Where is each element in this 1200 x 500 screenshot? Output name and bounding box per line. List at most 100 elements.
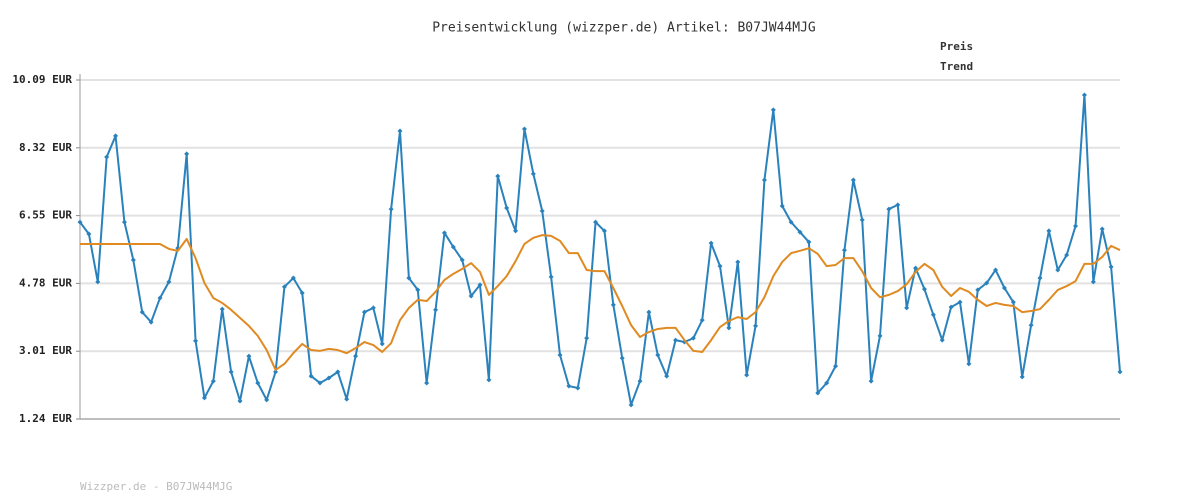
point-marker: [273, 369, 279, 375]
point-marker: [77, 219, 83, 225]
y-tick-label: 1.24 EUR: [19, 412, 72, 425]
point-marker: [361, 309, 367, 315]
point-marker: [859, 217, 865, 223]
point-marker: [664, 373, 670, 379]
point-marker: [566, 383, 572, 389]
point-marker: [637, 378, 643, 384]
point-marker: [619, 355, 625, 361]
y-tick-label: 10.09 EUR: [12, 73, 72, 86]
point-marker: [575, 385, 581, 391]
point-marker: [699, 317, 705, 323]
point-marker: [824, 380, 830, 386]
point-marker: [868, 378, 874, 384]
point-marker: [388, 206, 394, 212]
point-marker: [628, 402, 634, 408]
point-marker: [459, 257, 465, 263]
y-tick-label: 3.01 EUR: [19, 344, 72, 357]
y-tick-label: 8.32 EUR: [19, 141, 72, 154]
point-marker: [930, 312, 936, 318]
point-marker: [770, 107, 776, 113]
point-marker: [406, 275, 412, 281]
point-marker: [530, 171, 536, 177]
point-marker: [655, 352, 661, 358]
point-marker: [415, 287, 421, 293]
point-marker: [317, 380, 323, 386]
point-marker: [877, 333, 883, 339]
point-marker: [601, 228, 607, 234]
point-marker: [690, 335, 696, 341]
point-marker: [228, 369, 234, 375]
point-marker: [148, 319, 154, 325]
point-marker: [1099, 226, 1105, 232]
point-marker: [1090, 279, 1096, 285]
point-marker: [157, 295, 163, 301]
point-marker: [504, 205, 510, 211]
point-marker: [486, 377, 492, 383]
point-marker: [735, 259, 741, 265]
point-marker: [1117, 369, 1123, 375]
point-marker: [646, 309, 652, 315]
point-marker: [121, 219, 127, 225]
point-marker: [966, 361, 972, 367]
point-marker: [1046, 228, 1052, 234]
point-marker: [521, 126, 527, 132]
point-marker: [708, 240, 714, 246]
point-marker: [1028, 322, 1034, 328]
point-marker: [850, 177, 856, 183]
point-marker: [610, 302, 616, 308]
point-marker: [726, 325, 732, 331]
y-tick-label: 6.55 EUR: [19, 209, 72, 222]
point-marker: [104, 154, 110, 160]
point-marker: [895, 202, 901, 208]
point-marker: [548, 274, 554, 280]
point-marker: [1019, 374, 1025, 380]
point-marker: [424, 380, 430, 386]
point-marker: [593, 219, 599, 225]
point-marker: [788, 219, 794, 225]
point-marker: [886, 206, 892, 212]
point-marker: [1001, 285, 1007, 291]
point-marker: [761, 177, 767, 183]
point-marker: [130, 257, 136, 263]
point-marker: [281, 284, 287, 290]
point-marker: [539, 208, 545, 214]
point-marker: [441, 230, 447, 236]
point-marker: [113, 133, 119, 139]
point-marker: [353, 353, 359, 359]
point-marker: [984, 280, 990, 286]
point-marker: [433, 307, 439, 313]
point-marker: [833, 363, 839, 369]
series-line: [79, 93, 1121, 406]
point-marker: [948, 304, 954, 310]
legend-entry: Preis: [940, 40, 973, 53]
point-marker: [468, 293, 474, 299]
point-marker: [477, 282, 483, 288]
point-marker: [139, 309, 145, 315]
point-marker: [939, 337, 945, 343]
point-marker: [237, 398, 243, 404]
point-marker: [717, 263, 723, 269]
point-marker: [904, 305, 910, 311]
point-marker: [210, 378, 216, 384]
chart-title: Preisentwicklung (wizzper.de) Artikel: B…: [432, 21, 816, 36]
point-marker: [246, 353, 252, 359]
point-marker: [495, 173, 501, 179]
point-marker: [184, 151, 190, 157]
point-marker: [379, 341, 385, 347]
point-marker: [673, 337, 679, 343]
point-marker: [513, 228, 519, 234]
point-marker: [299, 290, 305, 296]
point-marker: [326, 375, 332, 381]
point-marker: [557, 352, 563, 358]
footer: Wizzper.de - B07JW44MJG: [80, 480, 232, 493]
point-marker: [744, 372, 750, 378]
point-marker: [1010, 299, 1016, 305]
point-marker: [779, 203, 785, 209]
point-marker: [1108, 264, 1114, 270]
point-marker: [1037, 275, 1043, 281]
point-marker: [290, 275, 296, 281]
point-marker: [584, 335, 590, 341]
series-line: [80, 234, 1121, 371]
